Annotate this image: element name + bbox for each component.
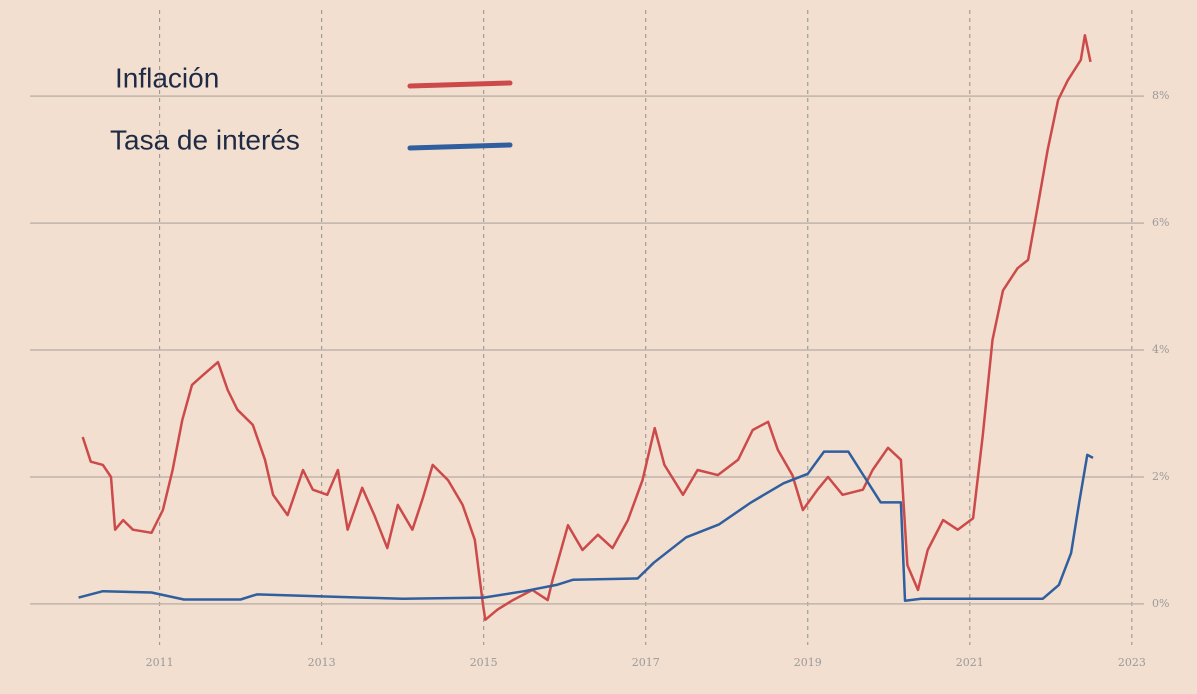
legend-swatch — [407, 142, 513, 151]
y-tick-label: 2% — [1152, 470, 1169, 483]
x-tick-label: 2015 — [470, 656, 498, 669]
legend-swatch — [407, 80, 513, 89]
y-tick-label: 6% — [1152, 216, 1169, 229]
y-tick-label: 8% — [1152, 89, 1169, 102]
x-tick-label: 2013 — [308, 656, 336, 669]
series-line — [81, 33, 1092, 622]
series-line — [78, 450, 1094, 602]
x-tick-label: 2023 — [1118, 656, 1146, 669]
legend-label: Tasa de interés — [110, 124, 300, 155]
x-tick-label: 2019 — [794, 656, 822, 669]
x-tick-label: 2011 — [146, 656, 174, 669]
y-tick-label: 0% — [1152, 597, 1169, 610]
x-tick-label: 2021 — [956, 656, 984, 669]
x-tick-label: 2017 — [632, 656, 660, 669]
y-tick-label: 4% — [1152, 343, 1169, 356]
legend-label: Inflación — [115, 62, 219, 93]
